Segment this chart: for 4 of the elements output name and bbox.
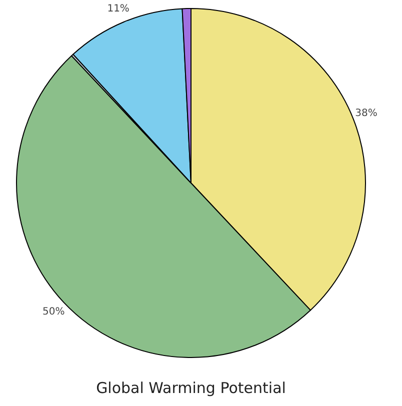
data-label: 50% [42, 306, 65, 318]
data-label: 11% [107, 4, 130, 15]
data-label: 38% [355, 108, 378, 120]
text: Global Warming Potential [96, 378, 286, 397]
